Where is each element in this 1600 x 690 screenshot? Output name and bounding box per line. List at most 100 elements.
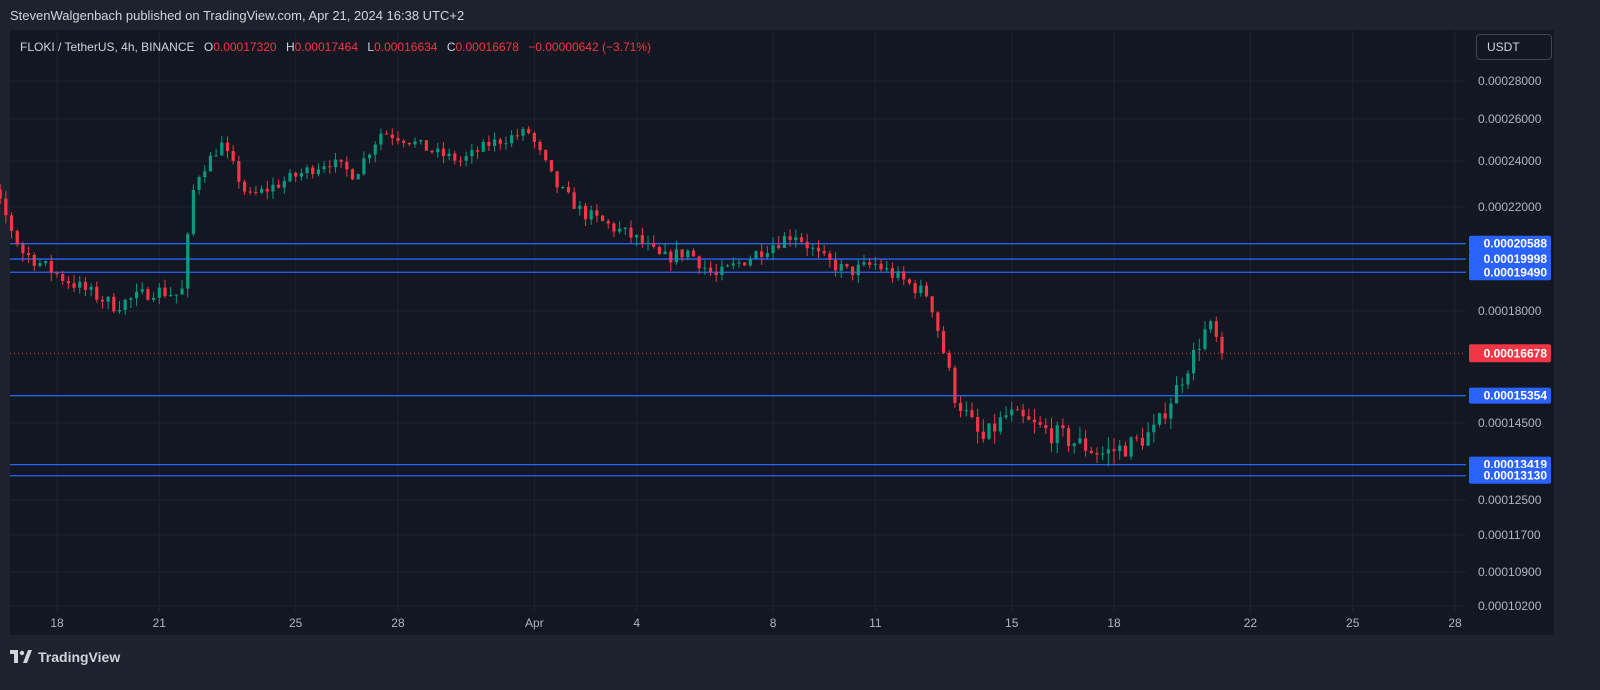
candle-body bbox=[1032, 419, 1037, 423]
candle-body bbox=[203, 171, 207, 178]
candle-body bbox=[379, 133, 383, 145]
candle-body bbox=[498, 139, 502, 144]
x-tick-label: 4 bbox=[633, 616, 640, 630]
candle-body bbox=[618, 228, 622, 232]
candle-body bbox=[1191, 349, 1196, 374]
candle-body bbox=[805, 241, 809, 249]
last-price-label: 0.00016678 bbox=[1484, 346, 1548, 360]
candle-body bbox=[1135, 437, 1139, 439]
candle-body bbox=[657, 246, 661, 255]
candle-body bbox=[146, 289, 150, 300]
candle-body bbox=[1140, 437, 1145, 446]
x-tick-label: 18 bbox=[50, 616, 64, 630]
candle-body bbox=[299, 173, 303, 177]
symbol-label[interactable]: FLOKI / TetherUS, 4h, BINANCE bbox=[20, 40, 195, 54]
candle-body bbox=[174, 294, 178, 296]
candle-body bbox=[157, 287, 161, 298]
candle-body bbox=[1055, 425, 1059, 444]
candle-body bbox=[725, 265, 730, 267]
candles bbox=[0, 126, 1224, 467]
candle-body bbox=[1049, 428, 1054, 444]
candle-body bbox=[743, 262, 747, 266]
candle-body bbox=[117, 309, 122, 312]
y-tick-label: 0.00010200 bbox=[1478, 599, 1542, 613]
candle-body bbox=[936, 312, 940, 331]
candle-body bbox=[169, 295, 173, 297]
candle-body bbox=[322, 166, 326, 170]
candle-body bbox=[646, 243, 650, 245]
candle-body bbox=[680, 249, 684, 258]
candle-body bbox=[856, 264, 860, 276]
x-tick-label: 28 bbox=[1448, 616, 1462, 630]
candle-body bbox=[214, 155, 218, 157]
candle-body bbox=[760, 251, 764, 258]
candle-body bbox=[572, 192, 576, 209]
candle-body bbox=[282, 181, 286, 188]
candle-body bbox=[373, 144, 377, 155]
candle-body bbox=[1214, 321, 1218, 337]
currency-button[interactable]: USDT bbox=[1476, 34, 1552, 60]
candle-body bbox=[578, 205, 582, 209]
candle-body bbox=[1163, 413, 1167, 419]
x-tick-label: 25 bbox=[1346, 616, 1360, 630]
candle-body bbox=[9, 215, 14, 231]
candle-body bbox=[44, 261, 48, 264]
tradingview-logo[interactable]: TradingView bbox=[10, 649, 120, 665]
candle-body bbox=[49, 261, 53, 273]
candle-body bbox=[237, 160, 241, 182]
candle-body bbox=[1038, 422, 1042, 425]
x-tick-label: Apr bbox=[525, 616, 544, 630]
candle-body bbox=[407, 142, 411, 145]
candle-body bbox=[1129, 437, 1133, 457]
candle-body bbox=[538, 141, 542, 151]
candle-body bbox=[845, 263, 849, 267]
candle-body bbox=[947, 352, 951, 368]
candle-body bbox=[424, 140, 428, 151]
candle-body bbox=[254, 191, 258, 193]
candle-body bbox=[799, 237, 804, 242]
candle-body bbox=[78, 281, 82, 288]
low-value: 0.00016634 bbox=[374, 40, 438, 54]
candle-body bbox=[112, 296, 116, 312]
y-tick-label: 0.00011700 bbox=[1478, 528, 1541, 542]
candle-body bbox=[703, 267, 707, 269]
candle-body bbox=[1157, 413, 1162, 425]
y-tick-label: 0.00026000 bbox=[1478, 112, 1542, 126]
candle-body bbox=[504, 143, 508, 145]
candle-body bbox=[385, 133, 389, 135]
candle-body bbox=[265, 188, 269, 192]
candle-body bbox=[1106, 449, 1110, 454]
candle-body bbox=[765, 253, 769, 258]
candle-body bbox=[669, 251, 673, 263]
y-tick-label: 0.00028000 bbox=[1478, 74, 1542, 88]
candle-body bbox=[868, 262, 872, 265]
chart-pane[interactable] bbox=[10, 30, 1554, 635]
level-price-label: 0.00019490 bbox=[1484, 265, 1548, 279]
x-tick-label: 22 bbox=[1244, 616, 1258, 630]
candle-body bbox=[140, 289, 144, 292]
high-value: 0.00017464 bbox=[294, 40, 359, 54]
candle-body bbox=[981, 431, 985, 439]
grid-lines bbox=[10, 30, 1466, 612]
candle-body bbox=[555, 171, 559, 188]
candle-body bbox=[1010, 409, 1014, 416]
candle-body bbox=[771, 245, 775, 254]
level-price-tag bbox=[1469, 387, 1551, 404]
candle-body bbox=[1197, 348, 1201, 350]
candle-body bbox=[350, 169, 355, 180]
candle-body bbox=[623, 227, 627, 229]
candle-body bbox=[879, 263, 883, 270]
candle-body bbox=[277, 184, 281, 188]
candle-body bbox=[674, 249, 679, 263]
candle-body bbox=[521, 128, 525, 136]
candle-body bbox=[208, 155, 213, 172]
candle-body bbox=[902, 271, 906, 280]
horizontal-levels bbox=[10, 243, 1466, 477]
level-price-label: 0.00020588 bbox=[1484, 237, 1548, 251]
candle-body bbox=[930, 296, 934, 313]
candle-body bbox=[896, 271, 900, 278]
candle-body bbox=[61, 274, 65, 281]
x-tick-label: 28 bbox=[391, 616, 405, 630]
change-value: −0.00000642 (−3.71%) bbox=[528, 40, 651, 54]
